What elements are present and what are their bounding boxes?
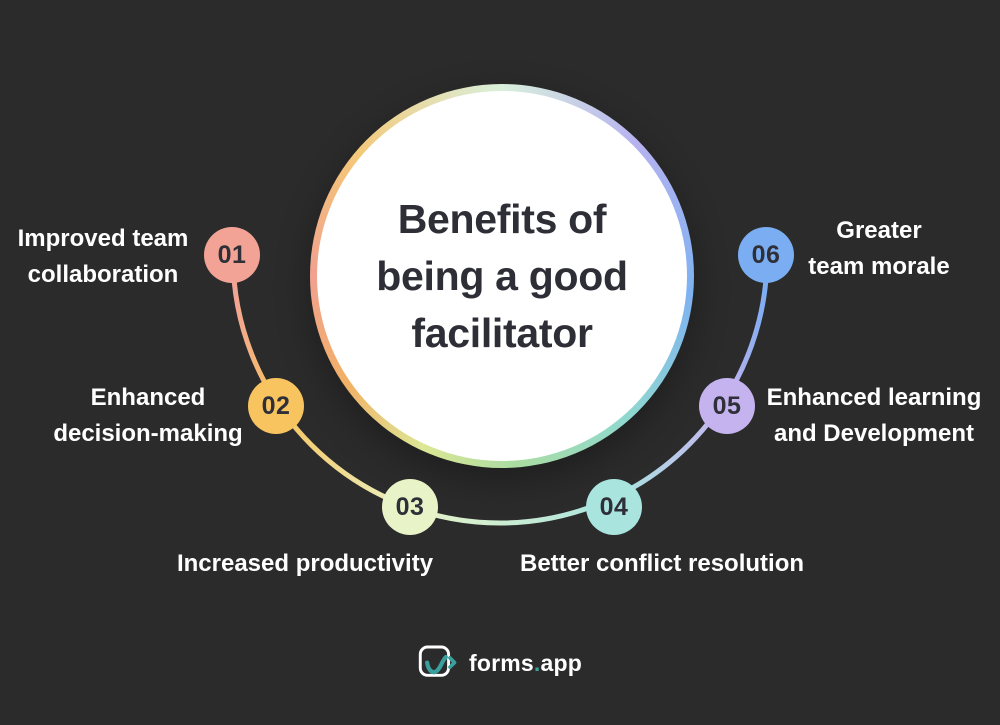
forms-app-logo-icon	[418, 645, 457, 677]
step-number-03: 03	[395, 492, 425, 521]
central-circle: Benefits of being a good facilitator	[317, 91, 687, 461]
step-number-04: 04	[599, 492, 629, 521]
step-label-04: Better conflict resolution	[519, 550, 805, 577]
title-line: facilitator	[411, 309, 593, 356]
step-badge-02: 02	[248, 378, 304, 434]
brand-dot: .	[533, 649, 541, 676]
title-line: being a good	[376, 252, 628, 299]
step-badge-01: 01	[204, 227, 260, 283]
step-label-01: Improved team collaboration	[17, 225, 189, 288]
brand-footer: forms.app	[0, 638, 1000, 688]
central-circle-ring: Benefits of being a good facilitator	[310, 84, 694, 468]
title-line: Benefits of	[397, 195, 607, 242]
step-badge-04: 04	[586, 479, 642, 535]
step-label-06: Greater team morale	[808, 217, 950, 280]
step-badge-03: 03	[382, 479, 438, 535]
logo-chevron-mark	[448, 656, 457, 669]
step-number-02: 02	[261, 391, 291, 420]
brand-wordmark: forms.app	[469, 649, 582, 676]
step-label-03: Increased productivity	[176, 550, 434, 577]
logo-check-mark	[425, 654, 448, 675]
step-label-02: Enhanced decision-making	[53, 384, 243, 447]
step-number-05: 05	[712, 391, 742, 420]
step-badge-05: 05	[699, 378, 755, 434]
main-title: Benefits of being a good facilitator	[376, 191, 628, 362]
step-badge-06: 06	[738, 227, 794, 283]
step-label-05: Enhanced learning and Development	[766, 384, 982, 447]
step-number-01: 01	[217, 240, 247, 269]
step-number-06: 06	[751, 240, 781, 269]
